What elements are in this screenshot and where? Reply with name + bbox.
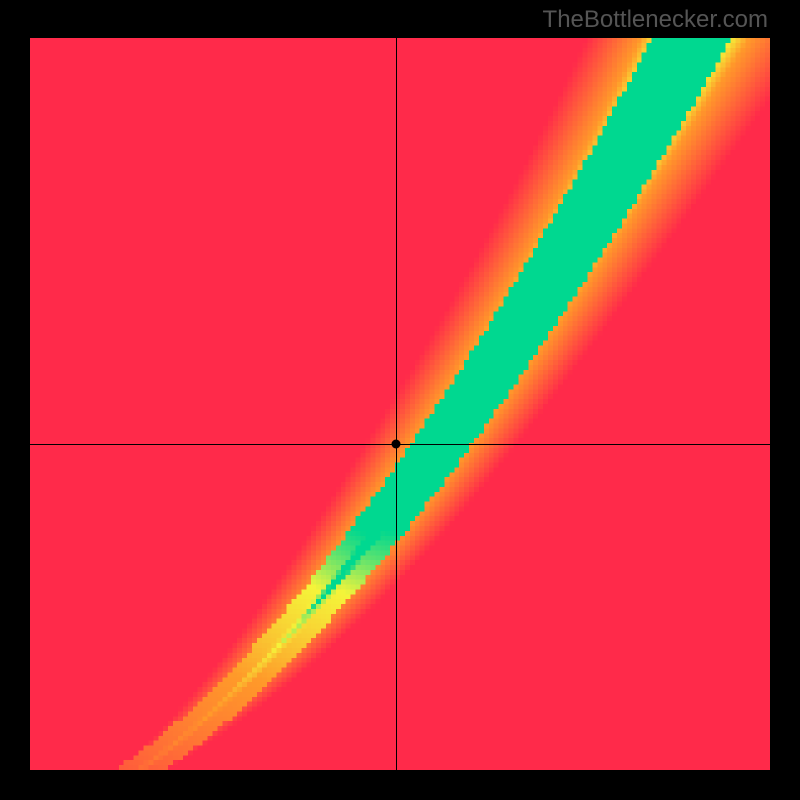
crosshair-vertical: [396, 38, 397, 770]
heatmap-canvas: [30, 38, 770, 770]
crosshair-marker: [392, 440, 401, 449]
watermark-text: TheBottlenecker.com: [543, 6, 768, 34]
heatmap-plot-area: [30, 38, 770, 770]
